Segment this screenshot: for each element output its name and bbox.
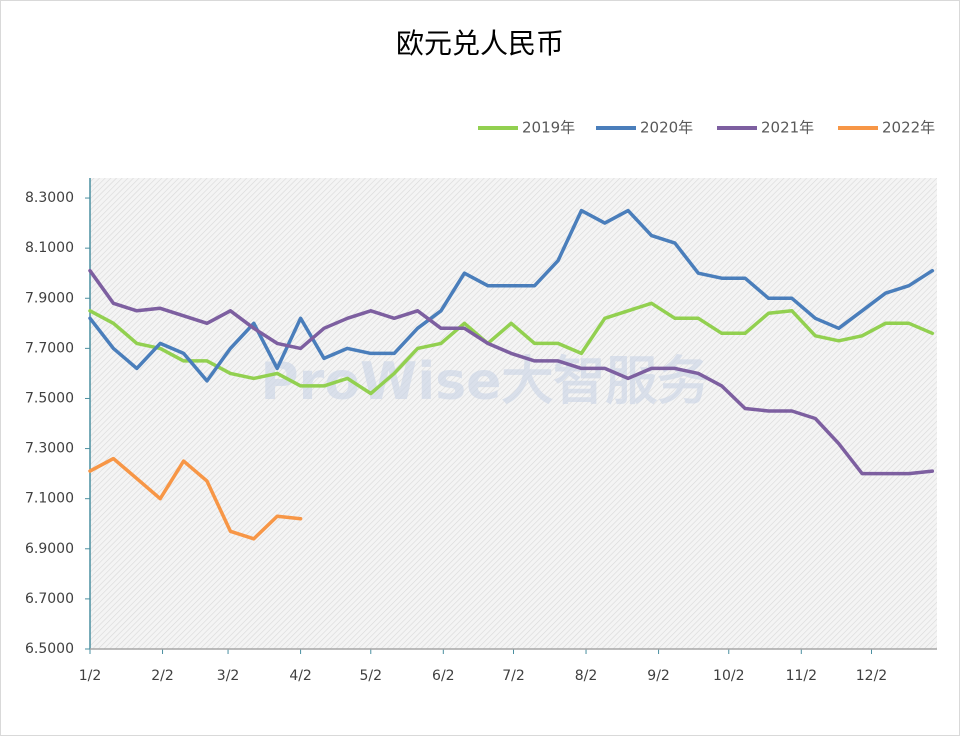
legend-label: 2019年 xyxy=(522,119,575,137)
series-line xyxy=(88,456,303,541)
series-line xyxy=(88,208,935,383)
y-tick-label: 6.7000 xyxy=(25,591,74,607)
x-tick-label: 11/2 xyxy=(786,668,817,684)
x-tick-label: 5/2 xyxy=(360,668,383,684)
y-tick-label: 7.3000 xyxy=(25,441,74,457)
x-tick-label: 1/2 xyxy=(79,668,102,684)
plot-area xyxy=(90,178,937,649)
y-tick-label: 6.9000 xyxy=(25,541,74,557)
watermark: ProWise大智服务 xyxy=(261,352,710,412)
x-tick-label: 7/2 xyxy=(502,668,525,684)
x-tick-label: 10/2 xyxy=(713,668,744,684)
x-tick-label: 4/2 xyxy=(289,668,312,684)
x-tick-label: 3/2 xyxy=(217,668,240,684)
legend: 2019年 2020年 2021年 2022年 xyxy=(478,119,935,137)
y-tick-label: 7.7000 xyxy=(25,340,74,356)
x-tick-label: 6/2 xyxy=(432,668,455,684)
y-tick-label: 7.5000 xyxy=(25,390,74,406)
x-tick-label: 8/2 xyxy=(575,668,598,684)
legend-label: 2020年 xyxy=(640,119,693,137)
y-tick-label: 6.5000 xyxy=(25,641,74,657)
y-tick-label: 7.9000 xyxy=(25,290,74,306)
series-line xyxy=(88,268,935,476)
legend-label: 2022年 xyxy=(882,119,935,137)
x-tick-label: 2/2 xyxy=(151,668,174,684)
series-line xyxy=(88,301,935,396)
y-tick-label: 7.1000 xyxy=(25,491,74,507)
x-tick-label: 12/2 xyxy=(856,668,887,684)
chart-title: 欧元兑人民币 xyxy=(396,27,564,60)
y-tick-label: 8.3000 xyxy=(25,190,74,206)
x-tick-label: 9/2 xyxy=(647,668,670,684)
y-tick-label: 8.1000 xyxy=(25,240,74,256)
legend-label: 2021年 xyxy=(761,119,814,137)
